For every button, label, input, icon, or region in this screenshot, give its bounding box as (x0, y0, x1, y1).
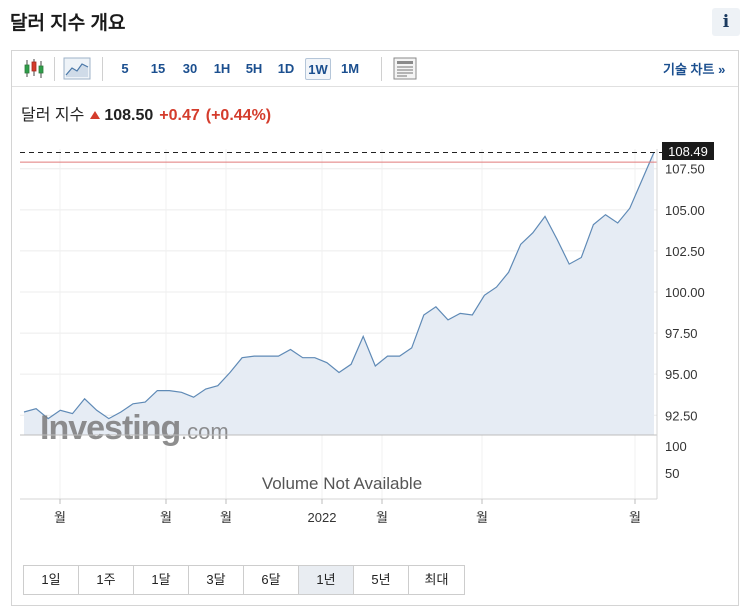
y-tick-label: 100.00 (665, 285, 705, 300)
x-tick-label: 2022 (308, 510, 337, 525)
x-tick-label: 월 (629, 510, 641, 525)
range-1m-button[interactable]: 1달 (134, 566, 189, 594)
x-tick-label: 월 (376, 510, 388, 525)
toolbar-separator (381, 57, 382, 81)
current-price-tag: 108.49 (662, 142, 714, 160)
price-line (23, 152, 655, 420)
interval-15-button[interactable]: 15 (150, 61, 166, 76)
interval-5-button[interactable]: 5 (121, 61, 129, 76)
y-tick-label: 107.50 (665, 162, 705, 177)
volume-tick-label: 50 (665, 466, 679, 481)
range-3m-button[interactable]: 3달 (189, 566, 244, 594)
y-tick-label: 92.50 (665, 408, 698, 423)
up-arrow-icon (90, 111, 101, 119)
range-5y-button[interactable]: 5년 (354, 566, 409, 594)
interval-30-button[interactable]: 30 (182, 61, 198, 76)
y-tick-label: 105.00 (665, 203, 705, 218)
interval-1d-button[interactable]: 1D (277, 61, 295, 76)
price-change: +0.47 (159, 107, 200, 124)
y-tick-label: 102.50 (665, 244, 705, 259)
volume-tick-label: 100 (665, 439, 687, 454)
x-tick-label: 월 (54, 510, 66, 525)
interval-5h-button[interactable]: 5H (245, 61, 263, 76)
chart-toolbar: 5 15 30 1H 5H 1D 1W 1M 기술 차트 » (12, 51, 738, 87)
interval-1w-button[interactable]: 1W (305, 58, 331, 80)
current-price-label: 108.49 (668, 144, 708, 159)
watermark-brand: Investing (40, 409, 180, 447)
news-panel-icon[interactable] (393, 56, 417, 81)
range-1y-button[interactable]: 1년 (299, 566, 354, 594)
area-chart-icon[interactable] (63, 56, 91, 81)
interval-1m-button[interactable]: 1M (340, 61, 360, 76)
toolbar-separator (54, 57, 55, 81)
x-tick-label: 월 (160, 510, 172, 525)
page-title: 달러 지수 개요 (10, 13, 126, 34)
chart-widget: 5 15 30 1H 5H 1D 1W 1M 기술 차트 » 달러 지수 108.… (11, 50, 739, 606)
watermark-logo: Investing .com (40, 409, 229, 447)
x-tick-label: 월 (220, 510, 232, 525)
volume-message: Volume Not Available (262, 474, 422, 493)
technical-chart-link[interactable]: 기술 차트 » (663, 62, 726, 77)
range-6m-button[interactable]: 6달 (244, 566, 299, 594)
price-chart[interactable]: Investing .com 107.50 105.00 102.50 100.00 9… (12, 51, 738, 551)
range-1d-button[interactable]: 1일 (24, 566, 79, 594)
quote-header: 달러 지수 108.50 +0.47 (+0.44%) (21, 101, 271, 125)
watermark-suffix: .com (181, 419, 229, 444)
interval-1h-button[interactable]: 1H (213, 61, 231, 76)
range-selector: 1일 1주 1달 3달 6달 1년 5년 최대 (23, 565, 465, 595)
candlestick-icon[interactable] (21, 56, 47, 81)
price-area-fill (24, 152, 654, 436)
toolbar-separator (102, 57, 103, 81)
instrument-name: 달러 지수 (21, 107, 85, 124)
price-change-percent: (+0.44%) (205, 107, 272, 124)
info-button[interactable]: i (712, 8, 740, 36)
range-max-button[interactable]: 최대 (409, 566, 464, 594)
y-tick-label: 97.50 (665, 326, 698, 341)
range-1w-button[interactable]: 1주 (79, 566, 134, 594)
last-price: 108.50 (104, 107, 154, 124)
x-tick-label: 월 (476, 510, 488, 525)
y-tick-label: 95.00 (665, 367, 698, 382)
